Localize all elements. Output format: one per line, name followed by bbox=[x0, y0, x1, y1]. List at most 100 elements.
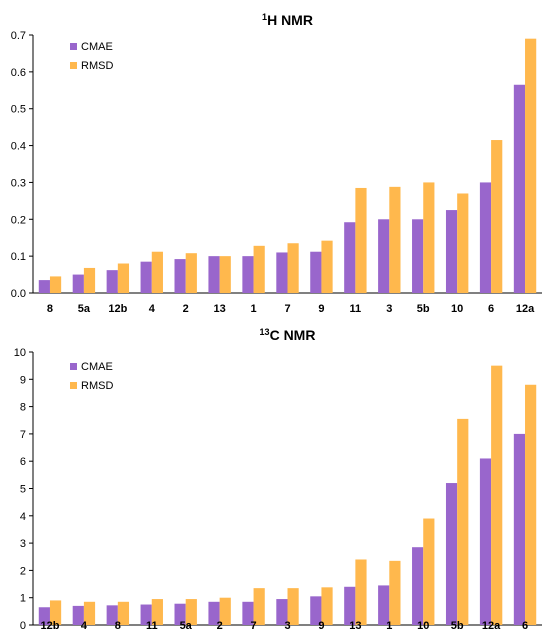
x-tick-label: 9 bbox=[318, 620, 324, 632]
x-tick-label: 5a bbox=[78, 303, 91, 315]
bar-rmsd bbox=[253, 245, 265, 293]
y-tick-label: 0 bbox=[20, 620, 26, 632]
y-tick-label: 7 bbox=[20, 429, 26, 441]
bar-rmsd bbox=[185, 253, 197, 293]
bar-cmae bbox=[412, 547, 424, 625]
bar-rmsd bbox=[219, 256, 231, 293]
x-tick-label: 4 bbox=[81, 620, 88, 632]
legend-swatch-cmae bbox=[70, 363, 77, 370]
bar-cmae bbox=[378, 585, 390, 625]
x-tick-label: 5b bbox=[451, 620, 464, 632]
x-tick-label: 1 bbox=[251, 303, 257, 315]
x-tick-label: 5a bbox=[180, 620, 193, 632]
bar-cmae bbox=[479, 182, 492, 293]
bar-rmsd bbox=[525, 38, 537, 293]
bar-rmsd bbox=[287, 243, 299, 293]
x-tick-label: 6 bbox=[488, 303, 494, 315]
bar-rmsd bbox=[321, 240, 333, 293]
bar-rmsd bbox=[423, 518, 435, 625]
bar-cmae bbox=[242, 256, 254, 293]
y-tick-label: 6 bbox=[20, 456, 26, 468]
bar-cmae bbox=[344, 222, 356, 293]
bar-rmsd bbox=[389, 560, 401, 625]
x-tick-label: 1 bbox=[386, 620, 392, 632]
bar-rmsd bbox=[355, 559, 367, 625]
x-tick-label: 3 bbox=[284, 620, 290, 632]
y-tick-label: 3 bbox=[20, 538, 26, 550]
bar-rmsd bbox=[83, 601, 96, 625]
bar-rmsd bbox=[457, 418, 469, 625]
x-tick-label: 7 bbox=[284, 303, 290, 315]
bar-cmae bbox=[174, 603, 186, 625]
y-tick-label: 0.2 bbox=[11, 214, 26, 226]
bar-cmae bbox=[106, 270, 118, 293]
x-tick-label: 13 bbox=[214, 303, 226, 315]
x-tick-label: 11 bbox=[146, 620, 158, 632]
y-tick-label: 10 bbox=[14, 347, 26, 359]
bar-rmsd bbox=[253, 588, 265, 625]
x-tick-label: 2 bbox=[217, 620, 223, 632]
legend-swatch-cmae bbox=[70, 43, 77, 50]
y-tick-label: 1 bbox=[20, 593, 26, 605]
bar-rmsd bbox=[117, 601, 130, 625]
y-tick-label: 0.3 bbox=[11, 177, 26, 189]
x-tick-label: 10 bbox=[417, 620, 429, 632]
legend-label-rmsd: RMSD bbox=[81, 380, 113, 392]
bar-cmae bbox=[479, 458, 492, 625]
y-tick-label: 5 bbox=[20, 484, 26, 496]
bar-rmsd bbox=[185, 599, 197, 625]
x-tick-label: 12a bbox=[482, 620, 501, 632]
y-tick-label: 0.7 bbox=[11, 30, 26, 42]
y-tick-label: 0.6 bbox=[11, 67, 26, 79]
bar-cmae bbox=[174, 259, 186, 293]
bar-cmae bbox=[378, 219, 390, 293]
x-tick-label: 10 bbox=[451, 303, 463, 315]
bar-rmsd bbox=[83, 267, 96, 293]
bar-cmae bbox=[310, 596, 322, 625]
x-tick-label: 5b bbox=[417, 303, 430, 315]
y-tick-label: 0.0 bbox=[11, 288, 26, 300]
bar-rmsd bbox=[457, 193, 469, 293]
bar-rmsd bbox=[287, 588, 299, 625]
chart-title: 13C NMR bbox=[260, 327, 316, 343]
bar-cmae bbox=[106, 605, 118, 625]
bar-rmsd bbox=[49, 276, 62, 293]
bar-cmae bbox=[38, 280, 50, 293]
bar-cmae bbox=[208, 256, 220, 293]
bar-cmae bbox=[242, 601, 254, 625]
x-tick-label: 12b bbox=[108, 303, 127, 315]
x-tick-label: 12a bbox=[516, 303, 535, 315]
legend-label-rmsd: RMSD bbox=[81, 60, 113, 72]
x-tick-label: 8 bbox=[47, 303, 53, 315]
x-tick-label: 13 bbox=[349, 620, 361, 632]
legend-swatch-rmsd bbox=[70, 62, 77, 69]
bar-rmsd bbox=[49, 600, 62, 625]
bar-cmae bbox=[513, 84, 526, 293]
chart-title-main: C NMR bbox=[270, 327, 316, 343]
bar-cmae bbox=[140, 604, 152, 625]
bar-rmsd bbox=[151, 251, 163, 293]
bar-cmae bbox=[140, 261, 152, 293]
y-tick-label: 0.1 bbox=[11, 251, 26, 263]
bar-rmsd bbox=[423, 182, 435, 293]
bar-rmsd bbox=[219, 597, 231, 625]
x-tick-label: 9 bbox=[318, 303, 324, 315]
x-tick-label: 4 bbox=[149, 303, 156, 315]
bar-cmae bbox=[276, 252, 288, 293]
bar-cmae bbox=[344, 586, 356, 625]
y-tick-label: 0.4 bbox=[11, 141, 26, 153]
chart-title-superscript: 1 bbox=[262, 12, 267, 22]
bar-rmsd bbox=[117, 263, 130, 293]
bar-cmae bbox=[38, 607, 50, 625]
y-tick-label: 8 bbox=[20, 402, 26, 414]
bar-cmae bbox=[445, 483, 458, 625]
bar-cmae bbox=[412, 219, 424, 293]
bar-rmsd bbox=[491, 365, 503, 625]
bar-cmae bbox=[208, 601, 220, 625]
x-tick-label: 3 bbox=[386, 303, 392, 315]
chart-title-superscript: 13 bbox=[260, 327, 270, 337]
bar-rmsd bbox=[389, 186, 401, 293]
y-tick-label: 0.5 bbox=[11, 104, 26, 116]
